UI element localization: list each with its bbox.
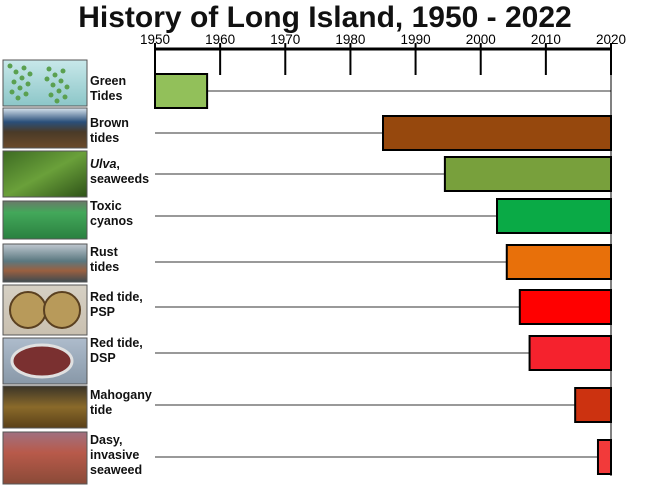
green-tides-photo bbox=[2, 59, 88, 107]
bar bbox=[154, 73, 209, 109]
row-label: Red tide, DSP bbox=[90, 336, 160, 366]
x-tick-label: 2000 bbox=[466, 32, 496, 47]
x-tick-label: 1980 bbox=[335, 32, 365, 47]
row-label: Mahogany tide bbox=[90, 388, 160, 418]
bar bbox=[505, 244, 612, 280]
bar bbox=[443, 156, 612, 192]
bar bbox=[518, 289, 612, 325]
row-label-part: tides bbox=[90, 131, 120, 145]
row-label-part: invasive bbox=[90, 447, 140, 462]
red-tide-dsp-photo bbox=[2, 337, 88, 385]
bar bbox=[382, 115, 612, 151]
ulva-seaweeds-photo bbox=[2, 150, 88, 198]
dasy-invasive-seaweed-photo bbox=[2, 431, 88, 485]
row-label: Red tide, PSP bbox=[90, 290, 160, 320]
row-label-part: seaweed bbox=[90, 462, 143, 477]
row-label: Rust tides bbox=[90, 245, 160, 275]
row-label-part: Brown bbox=[90, 116, 129, 130]
rust-tides-photo bbox=[2, 243, 88, 283]
row-label: Ulva, seaweeds bbox=[90, 157, 160, 187]
brown-tides-photo bbox=[2, 107, 88, 149]
row-label-part: DSP bbox=[90, 351, 116, 365]
x-tick-label: 2010 bbox=[531, 32, 561, 47]
row-label-part: Rust bbox=[90, 245, 118, 259]
row-label-part: Tides bbox=[90, 89, 123, 103]
bar bbox=[574, 387, 613, 423]
toxic-cyanos-photo bbox=[2, 200, 88, 240]
row-label-part: Green bbox=[90, 74, 127, 88]
bar bbox=[596, 439, 613, 475]
row-label-part: PSP bbox=[90, 305, 116, 319]
chart-title: History of Long Island, 1950 - 2022 bbox=[78, 1, 572, 34]
row-label-part: Ulva bbox=[90, 157, 117, 171]
row-label-part: cyanos bbox=[90, 214, 134, 228]
row-label-part: Red tide, bbox=[90, 290, 143, 304]
row-label-part: tides bbox=[90, 260, 120, 274]
red-tide-psp-photo bbox=[2, 284, 88, 336]
row-label-part: Mahogany bbox=[90, 388, 152, 402]
bar bbox=[528, 335, 612, 371]
mahogany-tide-photo bbox=[2, 385, 88, 429]
row-label-part: seaweeds bbox=[90, 172, 150, 186]
x-tick-label: 2020 bbox=[596, 32, 626, 47]
row-label: Toxic cyanos bbox=[90, 199, 160, 229]
x-tick-label: 1970 bbox=[270, 32, 300, 47]
row-label: Brown tides bbox=[90, 116, 160, 146]
row-label-part: Red tide, bbox=[90, 336, 143, 350]
row-label-part: Toxic bbox=[90, 199, 122, 213]
x-tick-label: 1960 bbox=[205, 32, 235, 47]
row-label-part: Dasy, bbox=[90, 432, 123, 447]
row-label-part: , bbox=[116, 157, 120, 171]
row-label: Dasy, invasive seaweed bbox=[90, 433, 160, 478]
row-label-part: tide bbox=[90, 403, 113, 417]
row-label: Green Tides bbox=[90, 74, 160, 104]
x-tick-label: 1990 bbox=[401, 32, 431, 47]
x-tick-label: 1950 bbox=[140, 32, 170, 47]
bar bbox=[496, 198, 612, 234]
